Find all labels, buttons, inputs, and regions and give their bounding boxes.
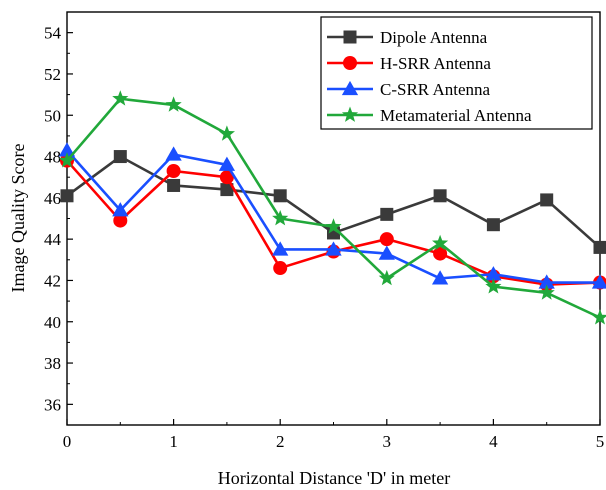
series-layer bbox=[58, 90, 606, 325]
data-point bbox=[167, 178, 181, 192]
legend-label: H-SRR Antenna bbox=[380, 54, 491, 73]
data-point bbox=[325, 241, 342, 256]
y-tick-label: 36 bbox=[44, 395, 61, 414]
y-tick-label: 40 bbox=[44, 313, 61, 332]
x-axis: 0 1 2 3 4 5 bbox=[63, 419, 605, 451]
legend-box bbox=[320, 16, 593, 130]
legend-marker bbox=[343, 30, 357, 44]
data-point bbox=[166, 164, 181, 179]
data-point bbox=[218, 156, 236, 171]
y-tick-label: 42 bbox=[44, 271, 61, 290]
data-point bbox=[485, 278, 502, 294]
series-line bbox=[66, 97, 601, 319]
data-point bbox=[58, 152, 76, 168]
x-tick-label: 4 bbox=[489, 432, 498, 451]
data-point bbox=[165, 96, 182, 112]
x-tick-label: 1 bbox=[169, 432, 178, 451]
x-tick-label: 3 bbox=[383, 432, 392, 451]
y-tick-label: 38 bbox=[44, 354, 61, 373]
x-axis-title: Horizontal Distance 'D' in meter bbox=[218, 468, 450, 488]
data-point bbox=[538, 274, 555, 289]
data-point bbox=[272, 241, 289, 256]
x-tick-label: 2 bbox=[276, 432, 285, 451]
data-point bbox=[273, 189, 287, 203]
series-metamaterial-antenna bbox=[58, 90, 606, 325]
data-point bbox=[219, 170, 234, 185]
data-point bbox=[112, 90, 129, 106]
series-dipole-antenna bbox=[60, 150, 606, 254]
data-point bbox=[379, 232, 394, 247]
y-tick-label: 46 bbox=[44, 189, 61, 208]
legend-marker bbox=[343, 56, 357, 70]
data-point bbox=[58, 142, 76, 157]
data-point bbox=[538, 284, 555, 300]
data-point bbox=[378, 269, 395, 286]
legend-marker bbox=[341, 106, 359, 122]
data-point bbox=[540, 193, 554, 207]
data-point bbox=[220, 183, 234, 197]
data-point bbox=[272, 210, 289, 226]
legend-label: Dipole Antenna bbox=[380, 28, 488, 47]
data-point bbox=[165, 146, 182, 161]
data-point bbox=[431, 270, 449, 285]
data-point bbox=[325, 218, 342, 234]
x-tick-label: 0 bbox=[63, 432, 72, 451]
data-point bbox=[113, 150, 127, 164]
y-tick-label: 52 bbox=[44, 65, 61, 84]
data-point bbox=[485, 266, 502, 281]
y-tick-label: 44 bbox=[44, 230, 62, 249]
y-tick-label: 48 bbox=[44, 148, 61, 167]
data-point bbox=[113, 213, 128, 228]
data-point bbox=[591, 309, 606, 325]
y-tick-label: 54 bbox=[44, 24, 62, 43]
data-point bbox=[380, 207, 394, 221]
data-point bbox=[273, 261, 288, 276]
legend-label: Metamaterial Antenna bbox=[380, 106, 532, 125]
data-point bbox=[486, 218, 500, 232]
data-point bbox=[591, 274, 606, 289]
legend: Dipole Antenna H-SRR Antenna C-SRR Antenna… bbox=[320, 16, 593, 130]
y-axis-title: Image Quality Score bbox=[8, 144, 28, 293]
legend-marker bbox=[341, 80, 359, 96]
y-tick-label: 50 bbox=[44, 106, 61, 125]
data-point bbox=[593, 240, 606, 254]
data-point bbox=[433, 189, 447, 203]
series-c-srr-antenna bbox=[58, 142, 606, 289]
data-point bbox=[378, 245, 395, 260]
legend-label: C-SRR Antenna bbox=[380, 80, 490, 99]
x-tick-label: 5 bbox=[596, 432, 605, 451]
data-point bbox=[432, 234, 449, 251]
data-point bbox=[112, 202, 129, 217]
y-axis: 36 38 40 42 44 46 48 50 52 54 bbox=[44, 11, 73, 426]
data-point bbox=[433, 246, 448, 261]
data-point bbox=[60, 189, 74, 203]
data-point bbox=[218, 125, 235, 141]
